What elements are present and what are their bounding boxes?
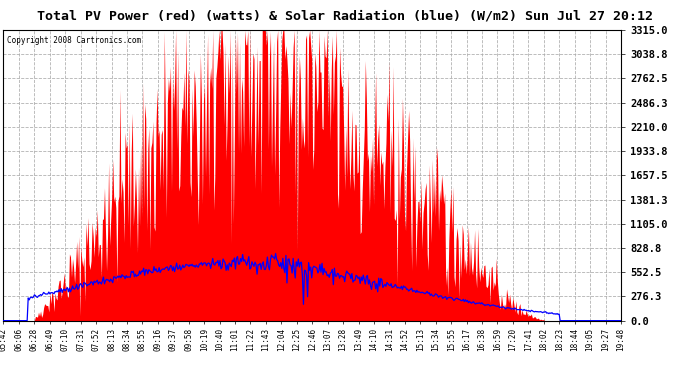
Text: Copyright 2008 Cartronics.com: Copyright 2008 Cartronics.com — [6, 36, 141, 45]
Text: Total PV Power (red) (watts) & Solar Radiation (blue) (W/m2) Sun Jul 27 20:12: Total PV Power (red) (watts) & Solar Rad… — [37, 9, 653, 22]
